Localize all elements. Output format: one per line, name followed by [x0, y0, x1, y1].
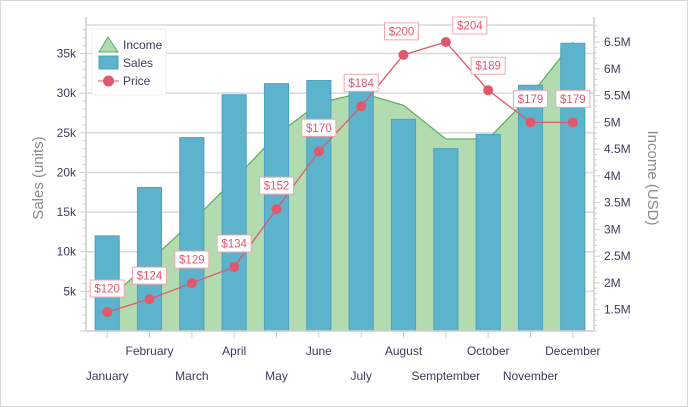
- price-label: $124: [137, 271, 163, 283]
- x-axis-label: October: [467, 344, 510, 358]
- price-label-box: [470, 56, 506, 75]
- income-area: [107, 42, 573, 331]
- price-point: [186, 278, 197, 289]
- left-axis-label: 20k: [57, 165, 77, 179]
- price-label: $184: [348, 78, 374, 90]
- x-axis-label: August: [385, 344, 423, 358]
- price-point: [229, 262, 240, 272]
- legend-price-icon: [103, 75, 114, 87]
- left-axis-title: Sales (units): [30, 136, 47, 219]
- price-label-box: [343, 73, 379, 92]
- price-label: $120: [94, 284, 120, 296]
- right-axis-label: 5M: [604, 115, 621, 129]
- right-axis-label: 3M: [604, 222, 621, 236]
- right-axis-label: 5.5M: [604, 89, 631, 103]
- price-label-box: [513, 89, 548, 108]
- price-label-box: [452, 16, 488, 35]
- price-label-box: [555, 89, 591, 108]
- legend-label: Price: [123, 74, 151, 88]
- price-label: $179: [518, 94, 544, 106]
- sales-bar: [390, 118, 417, 332]
- right-axis-label: 6.5M: [604, 35, 631, 49]
- right-axis-label: 4M: [604, 169, 621, 183]
- price-point: [102, 307, 113, 317]
- price-point: [525, 117, 536, 128]
- price-point: [313, 146, 324, 157]
- price-label-box: [384, 22, 419, 41]
- price-label: $204: [457, 21, 483, 33]
- legend-label: Sales: [123, 56, 153, 70]
- price-point: [440, 37, 451, 47]
- price-label: $170: [306, 123, 332, 135]
- legend-income-icon: [98, 36, 119, 53]
- left-axis-label: 35k: [57, 47, 77, 61]
- sales-bar: [306, 79, 332, 332]
- price-label: $134: [221, 239, 247, 251]
- right-axis-label: 4.5M: [604, 142, 631, 156]
- sales-bar: [433, 148, 459, 332]
- x-axis-label: May: [265, 369, 288, 383]
- left-axis-label: 10k: [57, 245, 77, 259]
- price-label: $189: [475, 61, 501, 73]
- x-axis-label: June: [306, 344, 332, 358]
- price-point: [398, 49, 409, 60]
- x-axis-label: February: [125, 344, 173, 358]
- sales-bar: [179, 137, 205, 332]
- price-label-box: [174, 250, 210, 269]
- x-axis-label: January: [86, 369, 129, 383]
- price-point: [483, 85, 494, 96]
- sales-bar: [560, 42, 586, 332]
- right-axis-label: 2M: [604, 276, 621, 290]
- sales-bar: [221, 94, 247, 332]
- price-label: $200: [389, 26, 415, 38]
- x-axis-label: Semptember: [411, 369, 480, 383]
- right-axis-label: 3.5M: [604, 196, 631, 210]
- sales-bar: [348, 89, 374, 332]
- left-axis-label: 5k: [63, 284, 77, 298]
- x-axis-label: April: [222, 344, 246, 358]
- sales-bar: [475, 133, 501, 332]
- left-axis-label: 30k: [57, 86, 77, 100]
- x-axis-label: July: [350, 369, 371, 383]
- price-label: $179: [560, 94, 586, 106]
- price-point: [144, 294, 155, 305]
- left-axis-label: 25k: [57, 126, 77, 140]
- legend-sales-icon: [98, 55, 119, 70]
- sales-bar: [136, 187, 163, 332]
- price-line: [106, 41, 573, 313]
- right-axis-label: 2.5M: [604, 249, 631, 263]
- price-label: $152: [264, 181, 290, 193]
- right-axis-label: 1.5M: [604, 303, 631, 317]
- price-point: [271, 204, 282, 215]
- legend-label: Income: [123, 38, 163, 52]
- left-axis-label: 15k: [57, 205, 77, 219]
- price-label-box: [89, 279, 125, 298]
- x-axis-label: March: [175, 369, 208, 383]
- right-axis-title: Income (USD): [644, 130, 661, 225]
- right-axis-label: 6M: [604, 62, 621, 76]
- price-label-box: [259, 176, 294, 195]
- price-label-box: [301, 118, 337, 137]
- price-label-box: [132, 266, 167, 285]
- price-point: [567, 117, 578, 128]
- price-point: [356, 101, 367, 112]
- x-axis-label: November: [503, 369, 558, 383]
- price-label-box: [216, 234, 252, 253]
- price-label: $129: [179, 255, 205, 267]
- x-axis-label: December: [545, 344, 600, 358]
